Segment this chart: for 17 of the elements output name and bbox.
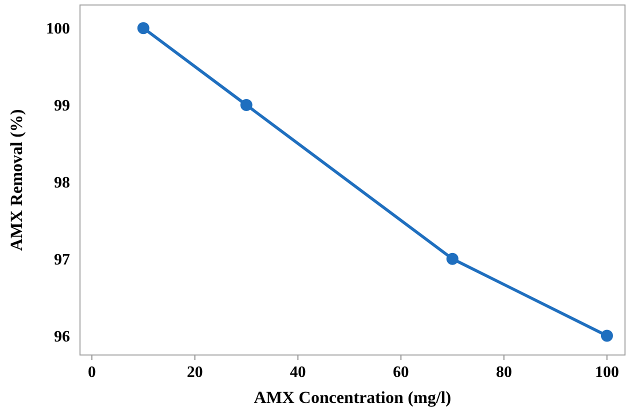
point [446, 252, 458, 265]
x-axis-title: AMX Concentration (mg/l) [254, 388, 452, 407]
y-tick-label: 100 [46, 20, 70, 38]
y-tick-label: 99 [54, 98, 70, 115]
point [600, 330, 613, 342]
point [240, 99, 252, 111]
y-tick-label: 97 [54, 251, 70, 268]
point [137, 22, 150, 34]
y-tick-label: 96 [54, 328, 70, 346]
x-tick-label: 40 [290, 364, 306, 381]
x-tick-label: 80 [496, 364, 512, 381]
y-axis-title: AMX Removal (%) [7, 109, 26, 251]
x-tick-label: 60 [392, 364, 409, 381]
x-tick-label: 20 [186, 364, 203, 381]
x-tick-label: 100 [594, 364, 619, 381]
x-tick-label: 0 [88, 364, 96, 381]
y-tick-label: 98 [54, 174, 70, 192]
